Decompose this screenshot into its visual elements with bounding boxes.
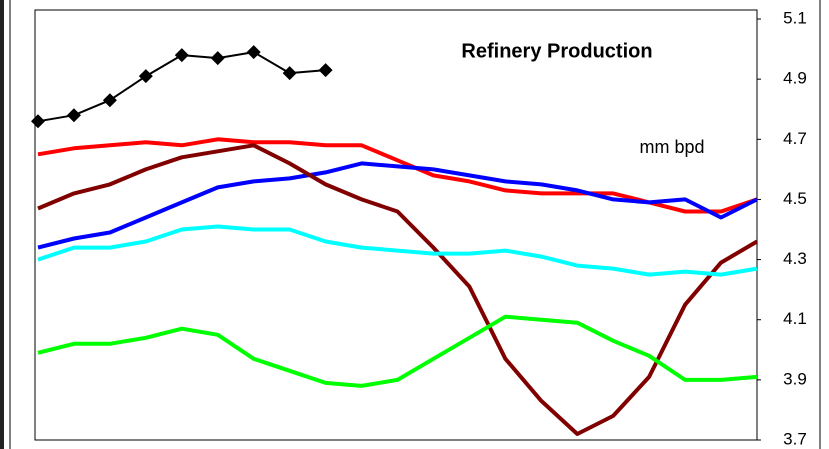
series-line: [37, 314, 758, 388]
data-point: [282, 66, 297, 81]
data-point: [210, 51, 225, 66]
data-point: [31, 114, 45, 129]
data-point: [318, 63, 333, 78]
data-point: [138, 69, 153, 84]
y-tick-label: 4.1: [783, 309, 807, 328]
data-point: [246, 45, 261, 60]
y-tick-label: 5.1: [783, 9, 807, 28]
chart-title: Refinery Production: [461, 40, 652, 62]
window-edge: [0, 0, 4, 449]
series-line: [37, 224, 758, 277]
y-tick-label: 4.3: [783, 249, 807, 268]
series-line: [37, 161, 758, 250]
y-tick-label: 3.7: [783, 429, 807, 448]
plot-area: [34, 9, 758, 441]
data-point: [66, 108, 81, 123]
y-tick-label: 4.9: [783, 69, 807, 88]
series-group: [31, 45, 759, 436]
y-tick-label: 4.7: [783, 129, 807, 148]
y-tick-label: 3.9: [783, 369, 807, 388]
data-point: [102, 93, 117, 108]
data-point: [174, 48, 189, 63]
series-line: [37, 143, 759, 436]
annotation: mm bpd: [639, 137, 704, 157]
y-tick-label: 4.5: [783, 189, 807, 208]
